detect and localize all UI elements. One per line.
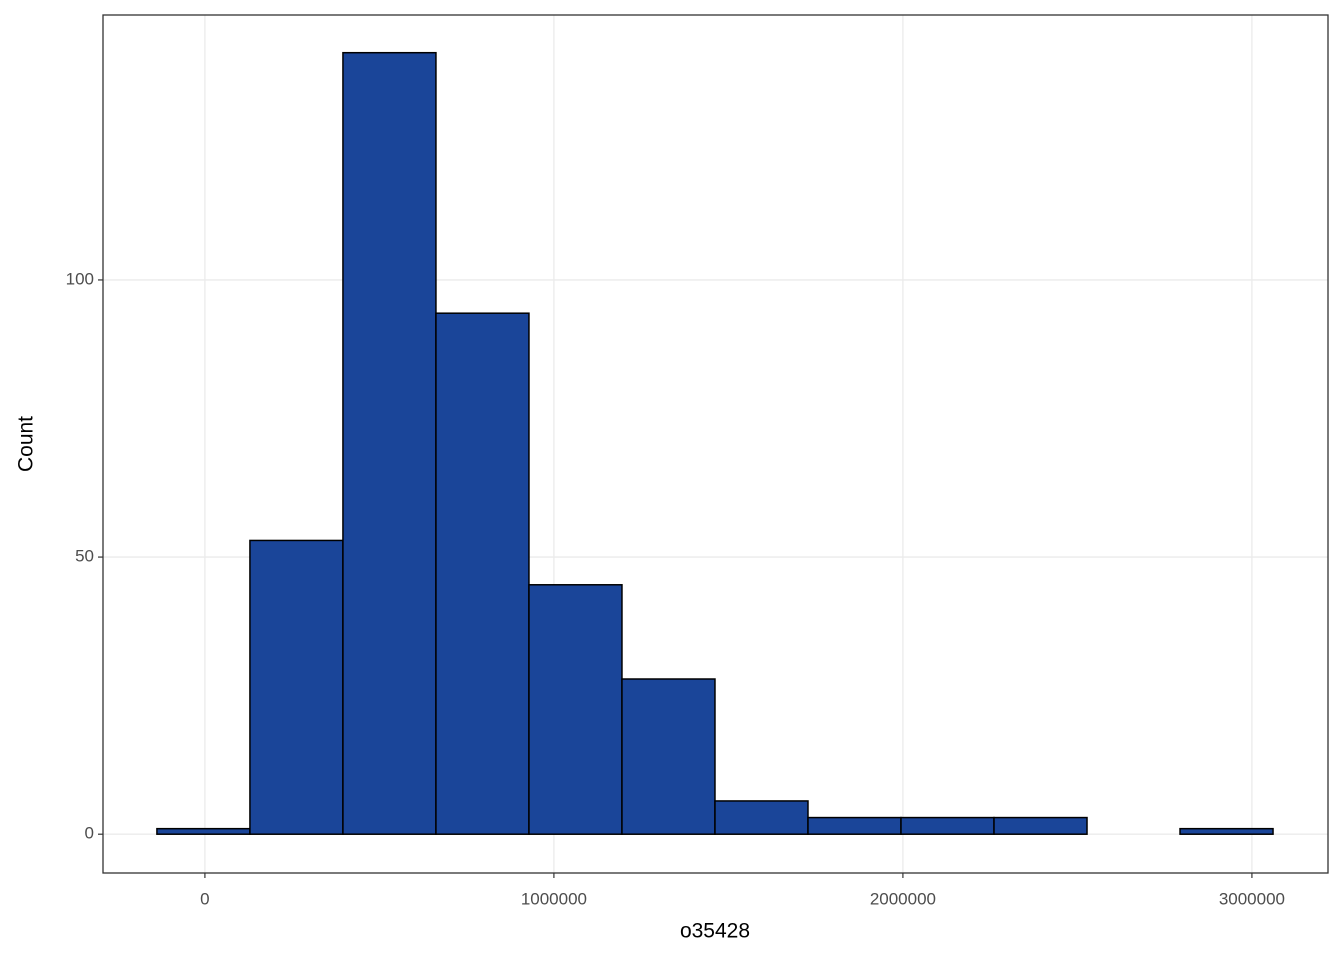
x-tick-label: 2000000	[870, 889, 936, 908]
x-tick-label: 1000000	[521, 889, 587, 908]
y-tick-label: 0	[85, 824, 94, 843]
x-tick-label: 0	[200, 889, 209, 908]
bar	[1179, 827, 1274, 835]
y-axis-title: Count	[15, 416, 38, 472]
panel-border	[102, 14, 1329, 874]
bar	[993, 816, 1088, 835]
x-axis-title: o35428	[680, 920, 750, 943]
y-tick-label: 50	[75, 547, 94, 566]
bar	[435, 312, 530, 835]
bar	[807, 816, 902, 835]
bar	[156, 827, 251, 835]
bar	[900, 816, 995, 835]
bar	[714, 800, 809, 835]
bar	[528, 584, 623, 835]
bar	[621, 678, 716, 835]
x-tick-label: 3000000	[1219, 889, 1285, 908]
y-tick-label: 100	[66, 269, 94, 288]
bar	[249, 539, 344, 835]
bar	[342, 51, 437, 835]
